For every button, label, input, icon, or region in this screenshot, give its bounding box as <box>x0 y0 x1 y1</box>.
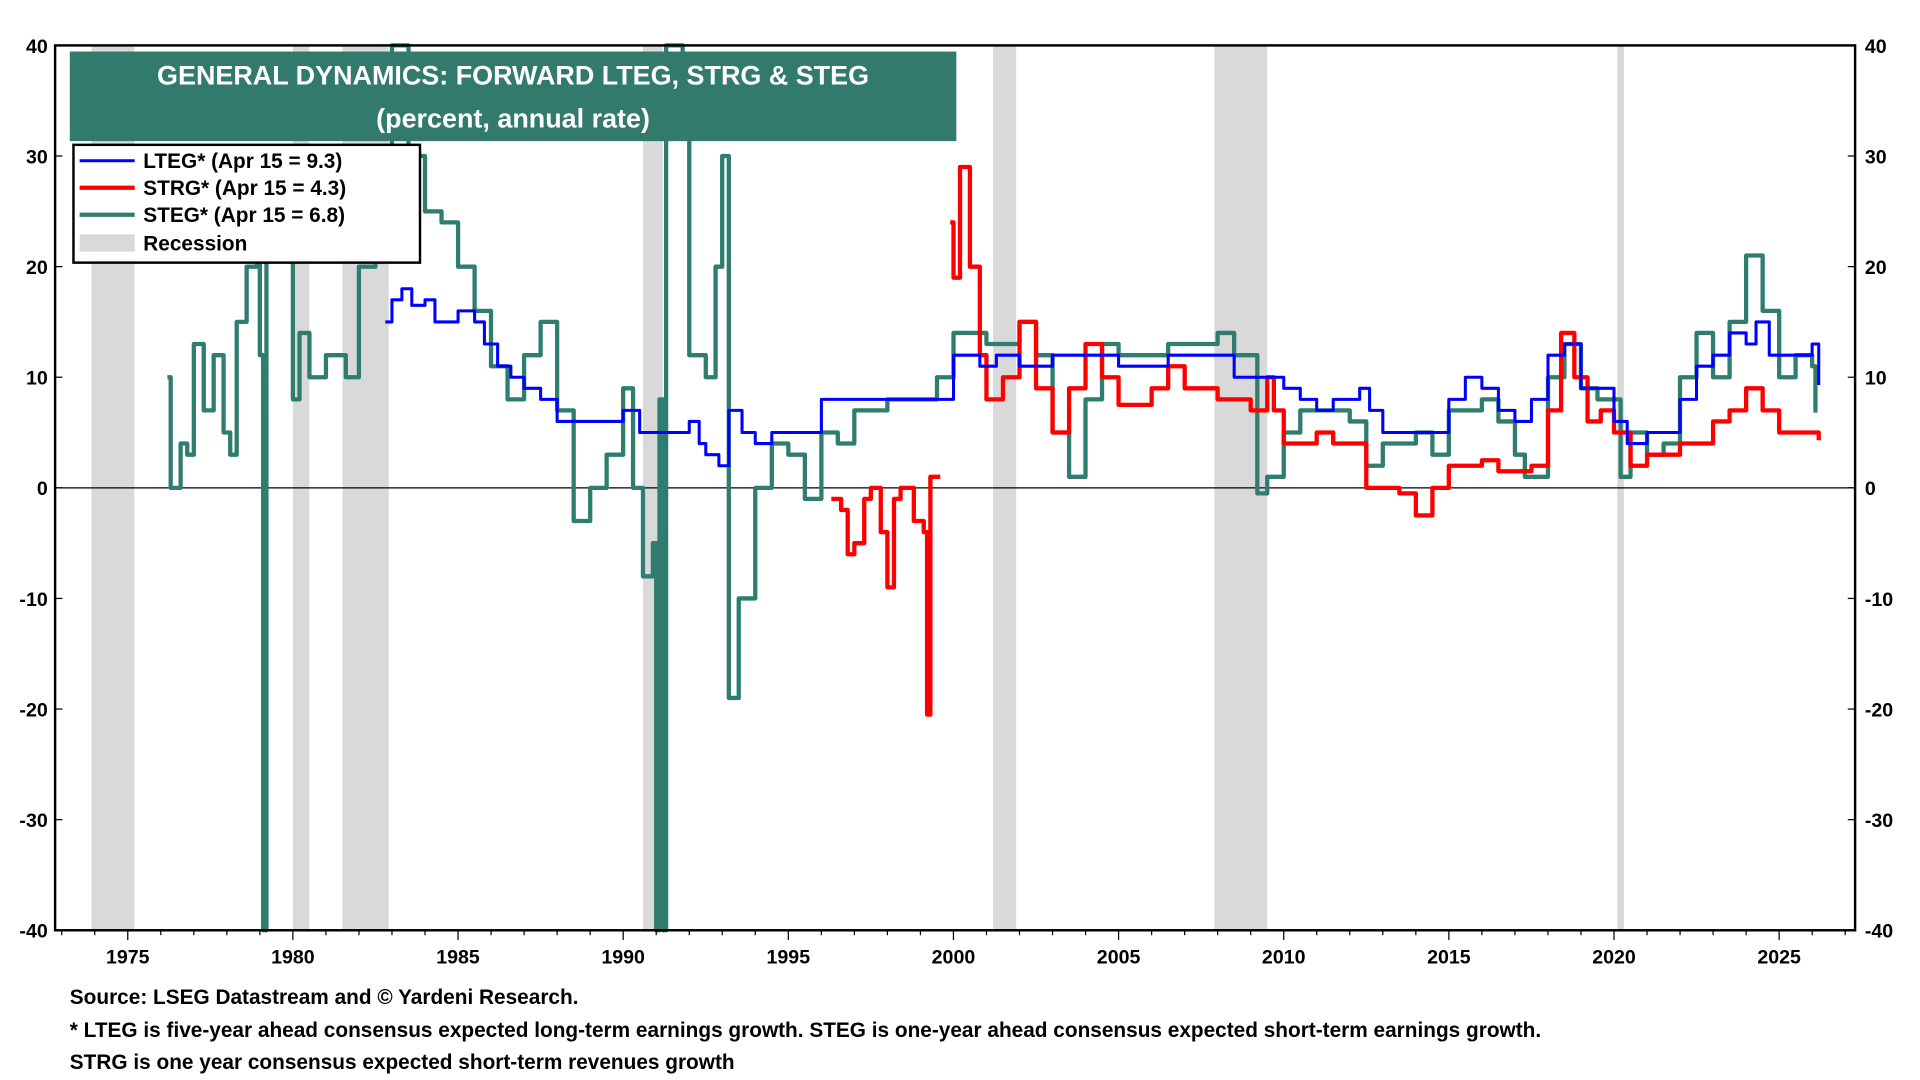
x-tick-label: 1985 <box>436 946 480 968</box>
legend-swatch-recession <box>79 234 135 252</box>
footnote-2: STRG is one year consensus expected shor… <box>70 1051 735 1074</box>
y-tick-label-right: -40 <box>1865 921 1893 943</box>
chart-subtitle: (percent, annual rate) <box>376 104 650 134</box>
x-tick-label: 1995 <box>767 946 811 968</box>
source-note: Source: LSEG Datastream and © Yardeni Re… <box>70 986 579 1009</box>
series-lines <box>167 43 1821 933</box>
y-tick-label-right: 40 <box>1865 36 1887 58</box>
x-tick-label: 2015 <box>1427 946 1471 968</box>
y-tick-label-right: -20 <box>1865 699 1893 721</box>
y-tick-label-left: 20 <box>26 257 48 279</box>
y-tick-label-left: 10 <box>26 368 48 390</box>
footnote-1: * LTEG is five-year ahead consensus expe… <box>70 1019 1541 1042</box>
legend-label-lteg: LTEG* (Apr 15 = 9.3) <box>143 150 342 173</box>
x-tick-label: 2005 <box>1097 946 1141 968</box>
y-tick-label-left: -10 <box>19 589 47 611</box>
legend-label-strg: STRG* (Apr 15 = 4.3) <box>143 177 346 200</box>
y-tick-label-left: 30 <box>26 146 48 168</box>
x-tick-label: 1975 <box>106 946 150 968</box>
title-box <box>69 51 957 142</box>
legend-label-steg: STEG* (Apr 15 = 6.8) <box>143 204 345 227</box>
y-tick-label-left: -30 <box>19 810 47 832</box>
x-tick-label: 2020 <box>1592 946 1636 968</box>
y-tick-label-left: 40 <box>26 36 48 58</box>
x-tick-label: 1990 <box>601 946 645 968</box>
y-tick-label-left: -20 <box>19 699 47 721</box>
y-tick-label-right: 10 <box>1865 368 1887 390</box>
x-tick-label: 2025 <box>1757 946 1801 968</box>
y-tick-label-left: 0 <box>37 478 48 500</box>
y-tick-label-right: -30 <box>1865 810 1893 832</box>
chart-title: GENERAL DYNAMICS: FORWARD LTEG, STRG & S… <box>157 61 869 91</box>
y-tick-label-left: -40 <box>19 921 47 943</box>
x-tick-label: 1980 <box>271 946 315 968</box>
x-tick-label: 2000 <box>932 946 976 968</box>
legend-label-recession: Recession <box>143 232 247 255</box>
legend: LTEG* (Apr 15 = 9.3) STRG* (Apr 15 = 4.3… <box>72 143 422 264</box>
y-tick-label-right: 0 <box>1865 478 1876 500</box>
x-tick-label: 2010 <box>1262 946 1306 968</box>
series-line-strg <box>950 164 1821 518</box>
series-line-strg <box>831 474 941 717</box>
y-tick-label-right: -10 <box>1865 589 1893 611</box>
y-tick-label-right: 30 <box>1865 146 1887 168</box>
series-line-lteg <box>385 287 1821 468</box>
y-tick-label-right: 20 <box>1865 257 1887 279</box>
